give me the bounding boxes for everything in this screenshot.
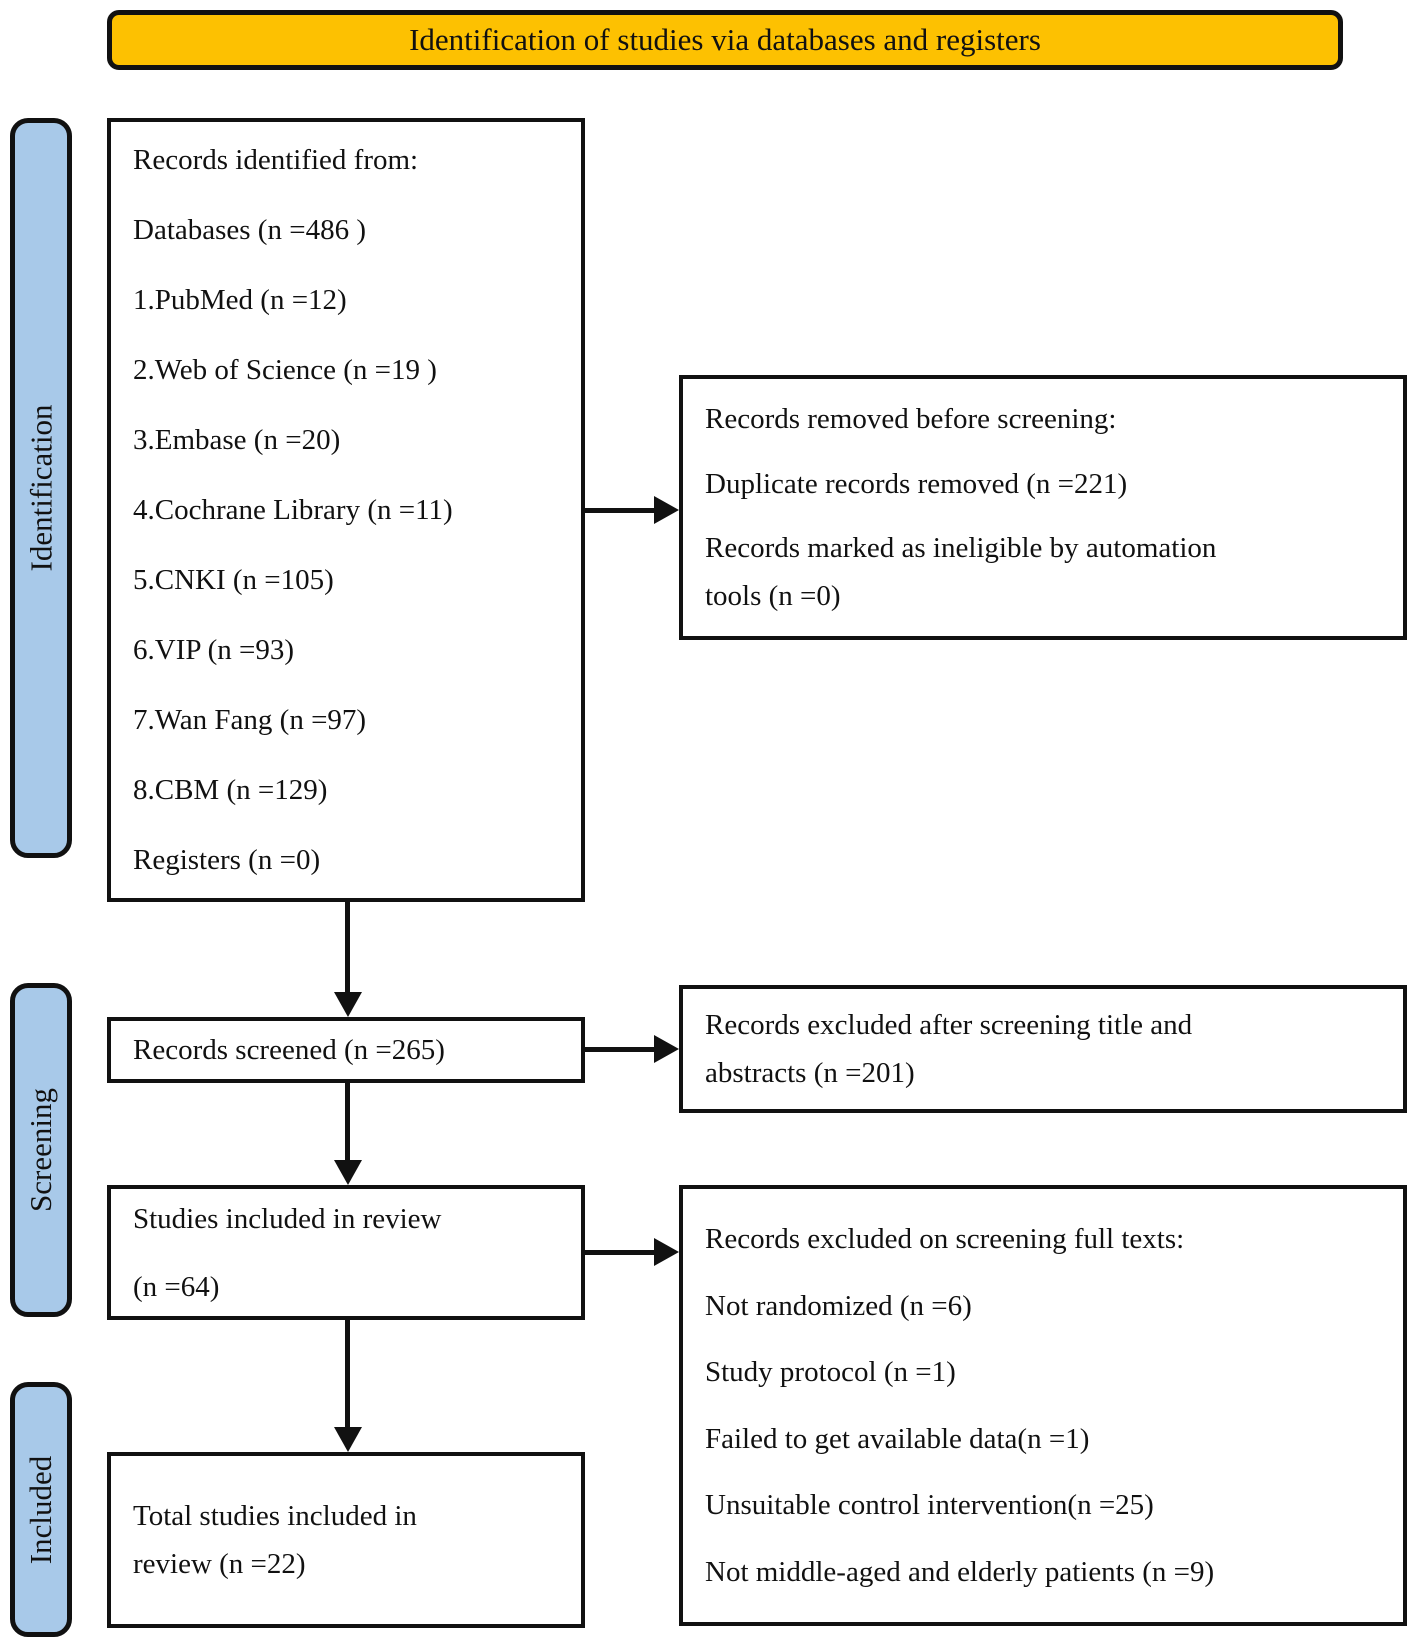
records-identified-line: 5.CNKI (n =105) [133, 564, 334, 596]
stage-identification: Identification [10, 118, 72, 858]
stage-screening: Screening [10, 983, 72, 1317]
records-identified-line: 7.Wan Fang (n =97) [133, 704, 367, 736]
stage-included-label: Included [23, 1455, 58, 1564]
box-records-removed: Records removed before screening: Duplic… [679, 375, 1407, 640]
records-excluded-fulltext-line: Failed to get available data(n =1) [705, 1422, 1090, 1455]
arrow-identified-to-removed-line [585, 508, 655, 513]
arrow-included-to-fulltext-line [585, 1250, 655, 1255]
records-removed-line: Duplicate records removed (n =221) [705, 467, 1128, 500]
records-removed-line: Records removed before screening: [705, 403, 1117, 436]
arrow-screened-to-excluded-line [585, 1047, 655, 1052]
box-total-included: Total studies included in review (n =22) [107, 1452, 585, 1628]
records-identified-line: 8.CBM (n =129) [133, 774, 328, 806]
box-records-identified: Records identified from: Databases (n =4… [107, 118, 585, 902]
box-records-excluded-fulltext: Records excluded on screening full texts… [679, 1185, 1407, 1626]
records-excluded-fulltext-line: Unsuitable control intervention(n =25) [705, 1489, 1154, 1522]
stage-screening-label: Screening [23, 1088, 58, 1212]
records-screened-text: Records screened (n =265) [133, 1033, 445, 1066]
records-excluded-fulltext-line: Not randomized (n =6) [705, 1289, 972, 1322]
records-identified-line: 3.Embase (n =20) [133, 424, 341, 456]
arrow-right-icon [654, 496, 679, 524]
arrow-screened-to-included-line [345, 1083, 350, 1161]
arrow-down-icon [334, 992, 362, 1017]
records-identified-line: Databases (n =486 ) [133, 214, 366, 246]
arrow-right-icon [654, 1238, 679, 1266]
records-identified-line: 2.Web of Science (n =19 ) [133, 354, 437, 386]
records-identified-line: 1.PubMed (n =12) [133, 284, 347, 316]
arrow-down-icon [334, 1160, 362, 1185]
records-identified-line: 6.VIP (n =93) [133, 634, 295, 666]
stage-included: Included [10, 1382, 72, 1637]
records-removed-line: Records marked as ineligible by automati… [705, 531, 1217, 612]
studies-included-review-text: Studies included in review (n =64) [133, 1202, 442, 1303]
banner-title: Identification of studies via databases … [409, 22, 1041, 57]
records-excluded-fulltext-line: Study protocol (n =1) [705, 1356, 956, 1389]
records-identified-line: Registers (n =0) [133, 844, 321, 876]
arrow-identified-to-screened-line [345, 902, 350, 994]
arrow-included-to-total-line [345, 1320, 350, 1428]
total-included-text: Total studies included in review (n =22) [133, 1500, 417, 1580]
arrow-right-icon [654, 1035, 679, 1063]
records-excluded-fulltext-line: Not middle-aged and elderly patients (n … [705, 1555, 1215, 1588]
stage-identification-label: Identification [23, 404, 58, 572]
banner: Identification of studies via databases … [107, 10, 1343, 70]
records-excluded-fulltext-line: Records excluded on screening full texts… [705, 1223, 1185, 1256]
records-identified-line: Records identified from: [133, 144, 419, 176]
box-studies-included-review: Studies included in review (n =64) [107, 1185, 585, 1320]
arrow-down-icon [334, 1427, 362, 1452]
box-records-excluded-abstracts: Records excluded after screening title a… [679, 985, 1407, 1113]
records-excluded-abstracts-text: Records excluded after screening title a… [705, 1009, 1193, 1089]
box-records-screened: Records screened (n =265) [107, 1017, 585, 1083]
records-identified-line: 4.Cochrane Library (n =11) [133, 494, 453, 526]
